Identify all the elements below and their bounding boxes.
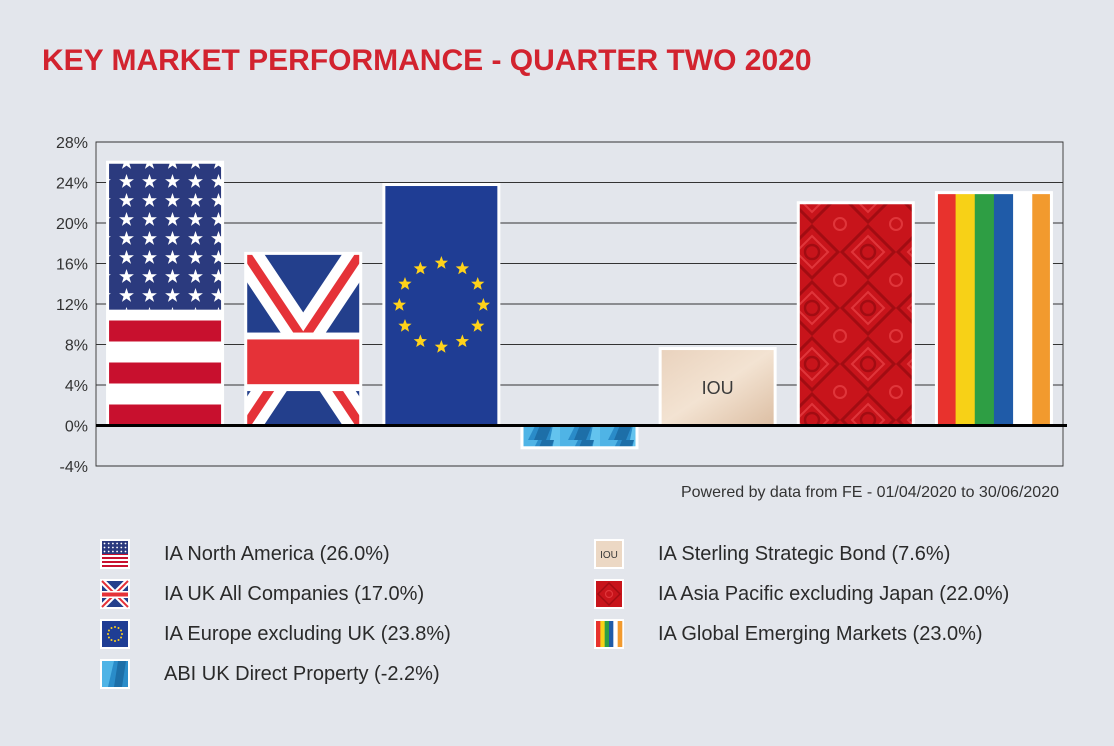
legend-label: IA Sterling Strategic Bond (7.6%): [658, 542, 951, 565]
legend-item: IA Europe excluding UK (23.8%): [100, 616, 451, 652]
legend-label: IA UK All Companies (17.0%): [164, 582, 425, 605]
y-tick-label: 24%: [56, 176, 88, 193]
legend-label: IA North America (26.0%): [164, 542, 390, 565]
legend-item: ABI UK Direct Property (-2.2%): [100, 656, 440, 692]
bar-ia-global-emerging-markets: [934, 191, 1053, 427]
legend-item: IA UK All Companies (17.0%): [100, 576, 424, 612]
legend-label: IA Global Emerging Markets (23.0%): [658, 622, 983, 645]
bar-label: IOU: [702, 378, 734, 398]
bar-ia-sterling-strategic-bond: IOU: [658, 347, 777, 427]
y-tick-label: 28%: [56, 135, 88, 152]
y-tick-label: 20%: [56, 216, 88, 233]
rainbow-icon: [594, 619, 624, 649]
bar-ia-uk-all-companies: [244, 251, 363, 427]
legend-label: IA Asia Pacific excluding Japan (22.0%): [658, 582, 1010, 605]
bar-ia-asia-pacific-excluding-japan: [796, 201, 915, 427]
eu-flag-icon: [100, 619, 130, 649]
y-tick-label: 4%: [65, 378, 88, 395]
legend-label: ABI UK Direct Property (-2.2%): [164, 662, 440, 685]
blue-glass-icon: [100, 659, 130, 689]
y-tick-label: 12%: [56, 297, 88, 314]
y-tick-label: -4%: [60, 459, 88, 476]
y-tick-label: 8%: [65, 338, 88, 355]
source-note: Powered by data from FE - 01/04/2020 to …: [680, 484, 1059, 501]
uk-flag-icon: [100, 579, 130, 609]
y-tick-label: 0%: [65, 419, 88, 436]
bar-chart: IOU -4% 0% 4% 8% 12% 16% 20% 24% 28%: [56, 135, 1067, 476]
legend-item: IOU IA Sterling Strategic Bond (7.6%): [594, 536, 950, 572]
legend-item: IA North America (26.0%): [100, 536, 390, 572]
legend-item: IA Global Emerging Markets (23.0%): [594, 616, 983, 652]
bar-ia-europe-excluding-uk: [382, 183, 501, 427]
legend-item: IA Asia Pacific excluding Japan (22.0%): [594, 576, 1009, 612]
iou-icon: IOU: [594, 539, 624, 569]
red-pattern-icon: [594, 579, 624, 609]
legend-label: IA Europe excluding UK (23.8%): [164, 622, 451, 645]
chart-title: KEY MARKET PERFORMANCE - QUARTER TWO 202…: [42, 44, 812, 77]
bar-ia-north-america: [106, 160, 225, 427]
bar-abi-uk-direct-property: [520, 424, 639, 450]
y-tick-label: 16%: [56, 257, 88, 274]
iou-icon-text: IOU: [600, 550, 618, 561]
us-flag-icon: [100, 539, 130, 569]
